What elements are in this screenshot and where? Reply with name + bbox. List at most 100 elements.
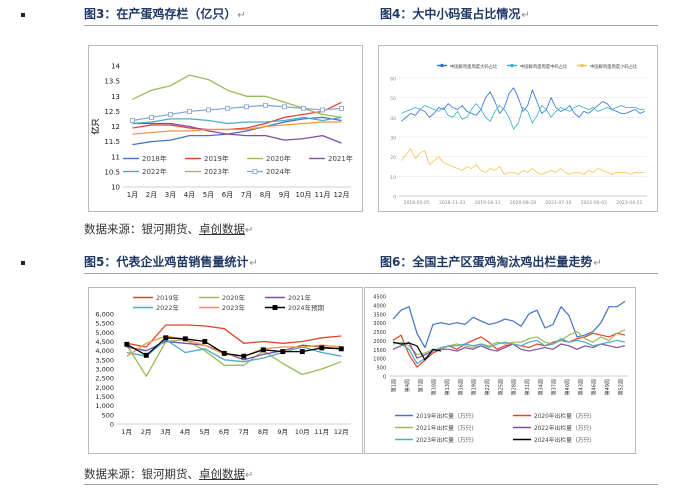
x-tick-label: 4月: [180, 428, 191, 436]
series-line: [132, 104, 342, 122]
y-tick-label: 3,500: [95, 356, 114, 364]
x-tick-label: 第40周: [564, 379, 571, 395]
series-line: [392, 329, 626, 356]
y-tick-label: 13.5: [104, 78, 120, 86]
x-tick-label: 7月: [238, 428, 249, 436]
y-tick-label: 2,000: [95, 384, 114, 392]
y-tick-label: 14: [111, 63, 120, 71]
x-tick-label: 第1周: [391, 379, 398, 392]
series-point-marker: [301, 105, 306, 111]
legend-label: 2022年: [156, 303, 180, 312]
x-tick-label: 11月: [315, 191, 331, 199]
series-line: [392, 332, 626, 368]
series-line: [132, 121, 342, 135]
bullet-fig5: [21, 261, 25, 265]
series-point-marker: [299, 349, 305, 355]
x-tick-label: 第4周: [404, 379, 411, 392]
source-link[interactable]: 卓创数据: [199, 467, 245, 481]
legend-label: 2020年: [222, 293, 246, 302]
series-point-marker: [339, 105, 344, 111]
x-tick-label: 第16周: [457, 379, 464, 395]
series-point-marker: [124, 341, 130, 347]
x-tick-label: 第34周: [537, 379, 544, 395]
y-tick-label: 500: [102, 411, 114, 419]
x-tick-label: 第49周: [604, 379, 611, 395]
series-line: [126, 339, 342, 377]
source-prefix: 数据来源：银河期货、: [84, 467, 199, 481]
series-point-marker: [319, 345, 325, 351]
series-line: [401, 87, 645, 122]
x-tick-label: 5月: [203, 191, 214, 199]
legend-marker: [272, 305, 278, 310]
chart-fig5-frame: 0 500 1,000 1,500 2,000 2,500 3,000 3,500 4,000 4…: [88, 287, 363, 454]
x-tick-label: 2022-06-03: [581, 200, 607, 206]
x-tick-label: 9月: [279, 191, 290, 199]
chart-fig6-frame: 0 500 1000 1500 2000 2500 3000 3500 4000 4500 第1周第…: [364, 287, 636, 454]
series-point-marker: [163, 335, 169, 341]
x-tick-label: 6月: [222, 191, 233, 199]
y-tick-label: 4500: [373, 295, 386, 301]
legend-label: 中国鲜鸡蛋周度小码占比: [590, 63, 638, 70]
legend-label: 2020年: [266, 154, 291, 163]
legend-label: 2018年: [142, 154, 167, 163]
y-tick-label: 10.5: [104, 168, 120, 176]
legend-label: 2023年: [222, 303, 246, 312]
series-point-marker: [187, 108, 192, 114]
y-tick-label: 2000: [373, 339, 386, 345]
series-point-marker: [280, 349, 286, 355]
y-tick-label: 1500: [373, 348, 386, 354]
series-point-marker: [182, 336, 188, 342]
legend-label: 2024年出栏量（万只）: [534, 436, 595, 444]
legend-label: 2021年出栏量（万只）: [416, 424, 477, 432]
y-tick-label: 11: [111, 153, 120, 161]
legend-label: 2023年出栏量（万只）: [416, 436, 477, 444]
x-tick-label: 2021-07-16: [545, 200, 571, 206]
legend-label: 2024年预期: [288, 303, 325, 312]
legend-label: 2022年: [142, 167, 167, 176]
series-point-marker: [130, 118, 135, 123]
y-tick-label: 12: [111, 123, 120, 131]
return-mark: ↵: [245, 225, 254, 236]
y-tick-label: 50: [390, 96, 396, 102]
series-point-marker: [241, 353, 247, 359]
title-fig4-text: 图4：大中小码蛋占比情况: [380, 7, 521, 21]
legend-label: 2021年: [328, 154, 353, 163]
x-tick-label: 第19周: [471, 379, 478, 395]
series-line: [392, 300, 626, 349]
return-mark: ↵: [245, 470, 254, 481]
y-tick-label: 6,000: [95, 311, 114, 319]
y-tick-label: 3000: [373, 321, 386, 327]
x-tick-label: 第13周: [444, 379, 451, 395]
title-fig3-text: 图3：在产蛋鸡存栏（亿只）: [84, 7, 237, 21]
series-point-marker: [263, 102, 268, 108]
source-link[interactable]: 卓创数据: [199, 222, 245, 236]
x-tick-label: 8月: [258, 428, 269, 436]
legend-label: 中国鲜鸡蛋周度中码占比: [520, 63, 568, 70]
series-point-marker: [320, 107, 325, 113]
series-point-marker: [260, 347, 266, 353]
title-fig6: 图6：全国主产区蛋鸡淘汰鸡出栏量走势↵: [380, 253, 602, 270]
x-tick-label: 12月: [334, 428, 349, 436]
y-tick-label: 20: [390, 155, 396, 161]
chart-fig3-frame: 10 10.5 11 11.5 12 12.5 13 13.5 14 1月 2月 3月 4月 5月 6月 7月…: [88, 45, 363, 212]
y-tick-label: 12.5: [104, 108, 120, 116]
return-mark: ↵: [593, 258, 602, 269]
y-tick-label: 0: [383, 375, 386, 381]
series-point-marker: [206, 107, 211, 113]
series-point-marker: [143, 352, 149, 358]
legend-label: 2019年: [204, 154, 229, 163]
series-point-marker: [225, 105, 230, 111]
x-tick-label: 第22周: [484, 379, 491, 395]
series-point-marker: [202, 339, 208, 344]
legend-label: 2023年: [204, 167, 229, 176]
y-tick-label: 1,500: [95, 393, 114, 401]
y-tick-label: 30: [390, 136, 396, 142]
return-mark: ↵: [521, 10, 530, 21]
divider-top: [84, 25, 658, 26]
x-tick-label: 12月: [334, 191, 350, 199]
legend-marker: [580, 63, 584, 68]
x-tick-label: 3月: [165, 191, 176, 199]
legend-label: 2019年: [156, 293, 180, 302]
legend-label: 2024年: [266, 167, 291, 176]
x-tick-label: 7月: [241, 191, 252, 199]
